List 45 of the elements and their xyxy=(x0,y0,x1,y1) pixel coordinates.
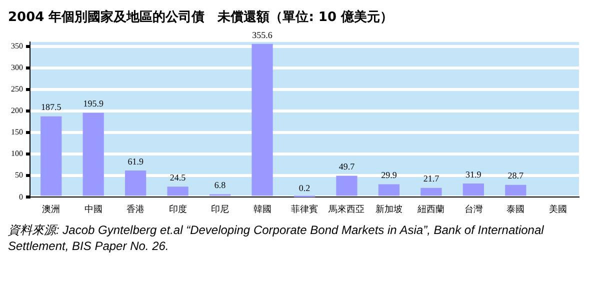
data-label: 31.9 xyxy=(466,169,482,180)
x-tick-label: 香港 xyxy=(126,204,145,215)
data-label: 195.9 xyxy=(83,98,104,109)
x-tick-label: 印度 xyxy=(168,204,187,215)
y-tick-label: 200 xyxy=(11,106,23,116)
x-tick-label: 台灣 xyxy=(464,204,482,215)
data-label: 21.7 xyxy=(423,174,440,184)
data-label: 24.5 xyxy=(170,172,186,182)
x-tick-label: 馬來西亞 xyxy=(328,204,365,215)
data-label: 61.9 xyxy=(128,156,144,166)
bar xyxy=(167,186,188,196)
y-tick-label: 100 xyxy=(11,149,23,158)
bar xyxy=(420,188,442,196)
data-label: 0.2 xyxy=(298,182,310,193)
data-label: 355.6 xyxy=(252,30,273,40)
bar xyxy=(505,184,526,196)
x-tick-label: 韓國 xyxy=(253,204,272,215)
x-tick-label: 泰國 xyxy=(506,204,525,215)
data-label: 187.5 xyxy=(40,102,62,112)
x-tick-label: 美國 xyxy=(548,204,567,215)
x-tick-label: 新加坡 xyxy=(375,204,402,215)
x-tick-label: 印尼 xyxy=(211,204,230,215)
data-label: 6.8 xyxy=(214,180,226,190)
x-tick-label: 澳洲 xyxy=(42,204,60,215)
bar xyxy=(252,44,273,196)
y-tick-label: 50 xyxy=(15,170,23,180)
chart-title: 2004 年個別國家及地區的公司債 未償還額（單位: 10 億美元） xyxy=(8,8,394,26)
x-tick-label: 菲律賓 xyxy=(291,204,318,215)
data-label: 49.7 xyxy=(338,162,356,172)
bar xyxy=(378,184,400,196)
y-tick-label: 0 xyxy=(19,192,23,202)
y-tick-label: 300 xyxy=(11,62,23,72)
bar xyxy=(82,112,104,196)
bar xyxy=(40,116,62,196)
y-tick-label: 150 xyxy=(11,128,23,137)
y-tick-label: 350 xyxy=(11,41,23,50)
data-label: 28.7 xyxy=(508,170,524,181)
x-tick-label: 紐西蘭 xyxy=(416,204,445,215)
data-label: 29.9 xyxy=(381,170,398,180)
bar xyxy=(462,183,484,196)
source-note: 資料來源: Jacob Gyntelberg et.al “Developing Corporate Bond Markets in Asia”, Bank of International Settlement, BIS Paper No. 26. xyxy=(8,222,545,253)
x-tick-label: 中國 xyxy=(84,204,102,215)
y-tick-label: 250 xyxy=(11,84,23,94)
bar xyxy=(336,176,358,196)
bar xyxy=(125,170,146,196)
